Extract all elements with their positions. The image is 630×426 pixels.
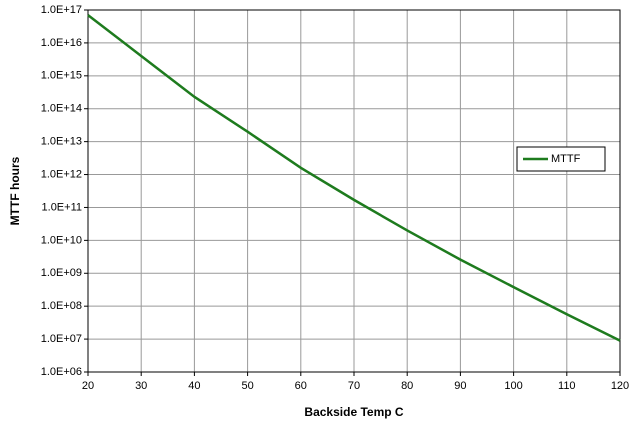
legend-label: MTTF: [551, 153, 581, 165]
x-tick-label: 90: [454, 380, 466, 392]
x-tick-label: 70: [348, 380, 360, 392]
y-tick-label: 1.0E+16: [41, 37, 82, 49]
y-tick-label: 1.0E+14: [41, 103, 82, 115]
data-line: [87, 14, 621, 342]
x-tick-label: 20: [82, 380, 94, 392]
x-tick-label: 120: [611, 380, 629, 392]
x-tick-label: 80: [401, 380, 413, 392]
y-tick-label: 1.0E+08: [41, 300, 82, 312]
x-tick-label: 60: [295, 380, 307, 392]
x-tick-label: 40: [188, 380, 200, 392]
x-axis-label: Backside Temp C: [304, 405, 403, 419]
x-tick-label: 110: [558, 380, 576, 392]
y-tick-label: 1.0E+13: [41, 136, 82, 148]
y-tick-label: 1.0E+06: [41, 366, 82, 378]
y-tick-label: 1.0E+15: [41, 70, 82, 82]
y-tick-label: 1.0E+12: [41, 168, 82, 180]
y-tick-label: 1.0E+07: [41, 333, 82, 345]
y-tick-label: 1.0E+17: [41, 4, 82, 16]
x-tick-label: 100: [504, 380, 522, 392]
y-axis-label: MTTF hours: [8, 156, 22, 225]
y-tick-label: 1.0E+09: [41, 267, 82, 279]
x-tick-label: 30: [135, 380, 147, 392]
plot-border: [87, 9, 621, 373]
y-tick-label: 1.0E+11: [42, 201, 82, 213]
y-tick-label: 1.0E+10: [41, 234, 82, 246]
x-tick-label: 50: [241, 380, 253, 392]
